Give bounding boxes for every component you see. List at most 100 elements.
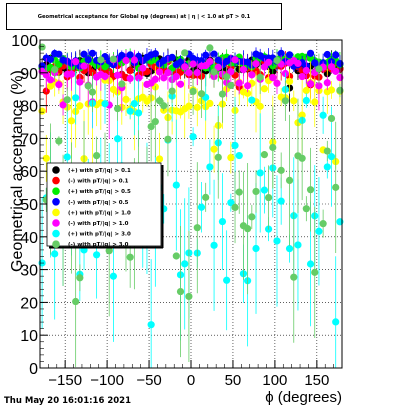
data-point xyxy=(176,80,185,88)
data-point xyxy=(285,245,294,253)
data-point xyxy=(244,89,252,97)
data-point xyxy=(277,49,285,57)
data-point xyxy=(155,68,164,76)
data-point xyxy=(210,145,218,153)
data-point xyxy=(332,67,340,75)
data-point xyxy=(327,114,336,123)
data-point xyxy=(67,70,76,78)
data-point xyxy=(80,62,88,70)
legend-label: (-) with pT/|q| > 0.1 xyxy=(68,179,129,185)
data-point xyxy=(285,77,294,86)
data-point xyxy=(327,86,336,94)
data-point xyxy=(302,66,310,75)
data-point xyxy=(206,44,214,52)
data-point xyxy=(72,297,80,306)
data-point xyxy=(248,213,256,221)
data-point xyxy=(206,57,214,66)
data-point xyxy=(332,51,340,59)
data-point xyxy=(181,260,189,268)
data-point xyxy=(185,69,193,77)
data-point xyxy=(118,80,126,88)
data-point xyxy=(281,97,289,105)
data-point xyxy=(306,49,315,57)
data-point xyxy=(193,103,201,111)
data-point xyxy=(273,237,281,245)
data-point xyxy=(256,169,264,177)
data-point xyxy=(126,51,134,59)
data-point xyxy=(252,187,260,196)
legend-label: (+) with pT/|q| > 0.1 xyxy=(68,168,131,174)
data-point xyxy=(126,74,134,83)
legend-box xyxy=(46,162,162,247)
legend-marker xyxy=(52,208,60,217)
data-point xyxy=(76,78,84,86)
timestamp: Thu May 20 16:01:16 2021 xyxy=(4,396,131,406)
y-tick-label: 30 xyxy=(20,263,38,280)
data-point xyxy=(252,244,260,253)
data-point xyxy=(323,163,331,171)
y-axis-title: Geometrical acceptance (%) xyxy=(9,70,26,272)
data-point xyxy=(311,98,319,106)
data-point xyxy=(122,95,130,104)
legend-marker xyxy=(52,166,60,174)
data-point xyxy=(109,272,118,280)
data-point xyxy=(302,96,310,105)
x-tick-label: −50 xyxy=(136,372,161,389)
data-point xyxy=(105,247,113,255)
data-point xyxy=(189,60,197,68)
data-point xyxy=(248,71,256,79)
data-point xyxy=(214,153,222,161)
data-point xyxy=(315,227,323,235)
data-point xyxy=(210,50,218,58)
legend-marker xyxy=(52,187,60,195)
data-point xyxy=(277,197,285,205)
data-point xyxy=(160,102,168,110)
data-point xyxy=(126,253,134,261)
data-point xyxy=(88,49,97,57)
data-point xyxy=(218,90,227,98)
y-tick-label: 80 xyxy=(20,99,38,116)
data-point xyxy=(42,154,50,162)
data-point xyxy=(59,101,67,109)
data-point xyxy=(72,58,80,66)
data-point xyxy=(206,99,214,107)
data-point xyxy=(260,186,269,194)
data-point xyxy=(248,96,256,104)
data-point xyxy=(244,82,252,90)
data-point xyxy=(306,260,315,268)
data-point xyxy=(72,94,80,102)
data-point xyxy=(197,90,206,98)
y-tick-label: 10 xyxy=(20,328,38,345)
data-point xyxy=(294,59,302,68)
data-point xyxy=(76,274,84,282)
data-point xyxy=(302,86,310,95)
legend-label: (+) with pT/|q| > 0.5 xyxy=(68,189,131,195)
data-point xyxy=(113,135,122,143)
data-point xyxy=(113,71,122,79)
data-point xyxy=(231,203,239,212)
x-tick-label: 0 xyxy=(187,372,195,389)
data-point xyxy=(302,205,310,213)
x-tick-label: 50 xyxy=(225,372,242,389)
legend-label: (-) with pT/|q| > 0.5 xyxy=(68,200,129,206)
data-point xyxy=(164,135,172,143)
data-point xyxy=(298,72,306,81)
data-point xyxy=(210,241,218,249)
y-tick-label: 50 xyxy=(20,197,38,214)
data-point xyxy=(113,105,122,113)
data-point xyxy=(210,68,218,76)
data-point xyxy=(231,56,239,64)
legend-label: (-) with pT/|q| > 1.0 xyxy=(68,221,129,227)
x-tick-label: 150 xyxy=(304,372,329,389)
data-point xyxy=(327,153,336,161)
data-point xyxy=(189,133,197,141)
data-point xyxy=(227,68,235,76)
y-tick-label: 40 xyxy=(20,230,38,247)
chart-title: Geometrical acceptance for Global ηφ (de… xyxy=(37,13,251,20)
data-point xyxy=(122,56,130,65)
data-point xyxy=(80,50,88,58)
data-point xyxy=(290,97,298,105)
data-point xyxy=(202,51,210,59)
data-point xyxy=(323,79,331,87)
